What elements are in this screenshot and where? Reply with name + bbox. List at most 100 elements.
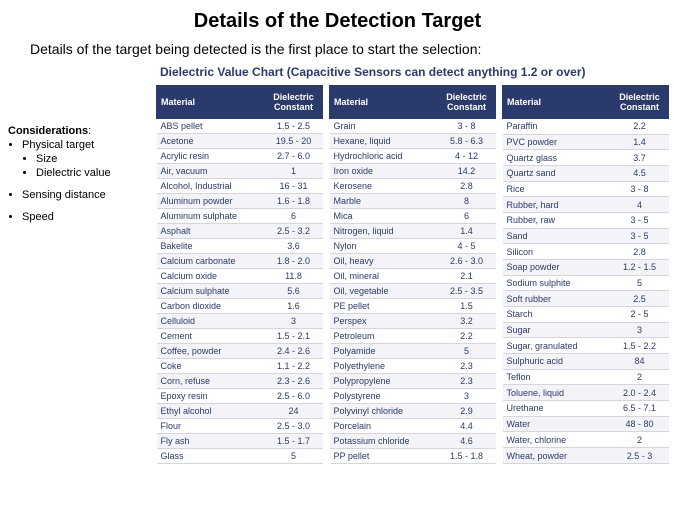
cell-material: Calcium sulphate bbox=[157, 284, 265, 299]
column-header-value: Dielectric Constant bbox=[265, 86, 323, 119]
cell-value: 1.6 - 1.8 bbox=[265, 194, 323, 209]
dielectric-table: MaterialDielectric ConstantABS pellet1.5… bbox=[156, 85, 323, 464]
table-row: Perspex3.2 bbox=[330, 314, 496, 329]
cell-material: Urethane bbox=[503, 401, 611, 417]
table-row: Rubber, hard4 bbox=[503, 197, 669, 213]
cell-value: 6.5 - 7.1 bbox=[611, 401, 669, 417]
cell-material: Polyamide bbox=[330, 344, 438, 359]
cell-value: 5 bbox=[438, 344, 496, 359]
cell-value: 3 - 5 bbox=[611, 213, 669, 229]
cell-material: Toluene, liquid bbox=[503, 385, 611, 401]
cell-value: 2.2 bbox=[611, 119, 669, 135]
cell-material: Quartz sand bbox=[503, 166, 611, 182]
cell-value: 2.5 - 3.0 bbox=[265, 419, 323, 434]
considerations-item: Speed bbox=[22, 211, 152, 223]
cell-value: 1.1 - 2.2 bbox=[265, 359, 323, 374]
cell-value: 16 - 31 bbox=[265, 179, 323, 194]
cell-value: 2.8 bbox=[611, 244, 669, 260]
cell-material: Coffee, powder bbox=[157, 344, 265, 359]
cell-material: Soap powder bbox=[503, 260, 611, 276]
table-row: Cement1.5 - 2.1 bbox=[157, 329, 323, 344]
cell-material: Wheat, powder bbox=[503, 448, 611, 464]
table-row: Water, chlorine2 bbox=[503, 432, 669, 448]
table-row: Nitrogen, liquid1.4 bbox=[330, 224, 496, 239]
cell-value: 3 bbox=[611, 322, 669, 338]
cell-material: Polystyrene bbox=[330, 389, 438, 404]
cell-value: 5.8 - 6.3 bbox=[438, 134, 496, 149]
cell-material: Hydrochloric acid bbox=[330, 149, 438, 164]
table-row: Aluminum sulphate6 bbox=[157, 209, 323, 224]
cell-material: Ethyl alcohol bbox=[157, 404, 265, 419]
cell-value: 2.9 bbox=[438, 404, 496, 419]
cell-material: Sugar bbox=[503, 322, 611, 338]
cell-value: 5.6 bbox=[265, 284, 323, 299]
cell-material: Asphalt bbox=[157, 224, 265, 239]
table-row: Teflon2 bbox=[503, 369, 669, 385]
table-row: Calcium sulphate5.6 bbox=[157, 284, 323, 299]
cell-material: Rice bbox=[503, 181, 611, 197]
cell-value: 2.4 - 2.6 bbox=[265, 344, 323, 359]
table-row: Rubber, raw3 - 5 bbox=[503, 213, 669, 229]
cell-material: Water, chlorine bbox=[503, 432, 611, 448]
considerations-item: Physical targetSizeDielectric value bbox=[22, 139, 152, 179]
table-row: Oil, mineral2.1 bbox=[330, 269, 496, 284]
cell-value: 4.4 bbox=[438, 419, 496, 434]
table-row: Sand3 - 5 bbox=[503, 228, 669, 244]
table-row: Quartz sand4.5 bbox=[503, 166, 669, 182]
cell-material: Oil, heavy bbox=[330, 254, 438, 269]
cell-material: Porcelain bbox=[330, 419, 438, 434]
table-row: Wheat, powder2.5 - 3 bbox=[503, 448, 669, 464]
cell-material: Potassium chloride bbox=[330, 434, 438, 449]
cell-value: 4.6 bbox=[438, 434, 496, 449]
table-row: Soap powder1.2 - 1.5 bbox=[503, 260, 669, 276]
cell-material: Rubber, raw bbox=[503, 213, 611, 229]
table-row: Bakelite3.6 bbox=[157, 239, 323, 254]
cell-material: Water bbox=[503, 416, 611, 432]
cell-material: Cement bbox=[157, 329, 265, 344]
cell-material: Sand bbox=[503, 228, 611, 244]
cell-material: Silicon bbox=[503, 244, 611, 260]
table-row: Starch2 - 5 bbox=[503, 307, 669, 323]
cell-value: 1.5 - 1.8 bbox=[438, 449, 496, 464]
table-row: Toluene, liquid2.0 - 2.4 bbox=[503, 385, 669, 401]
cell-material: Marble bbox=[330, 194, 438, 209]
cell-value: 1 bbox=[265, 164, 323, 179]
table-row: PE pellet1.5 bbox=[330, 299, 496, 314]
table-row: PVC powder1.4 bbox=[503, 134, 669, 150]
cell-material: Air, vacuum bbox=[157, 164, 265, 179]
table-row: Asphalt2.5 - 3.2 bbox=[157, 224, 323, 239]
table-row: Calcium oxide11.8 bbox=[157, 269, 323, 284]
considerations-subitem: Size bbox=[36, 153, 152, 165]
cell-material: Bakelite bbox=[157, 239, 265, 254]
table-row: Flour2.5 - 3.0 bbox=[157, 419, 323, 434]
cell-value: 2.6 - 3.0 bbox=[438, 254, 496, 269]
table-row: Ethyl alcohol24 bbox=[157, 404, 323, 419]
cell-value: 6 bbox=[265, 209, 323, 224]
cell-value: 2 bbox=[611, 432, 669, 448]
cell-material: PE pellet bbox=[330, 299, 438, 314]
column-header-material: Material bbox=[330, 86, 438, 119]
cell-value: 1.4 bbox=[438, 224, 496, 239]
cell-value: 2 - 5 bbox=[611, 307, 669, 323]
considerations-item-label: Speed bbox=[22, 211, 54, 223]
table-row: ABS pellet1.5 - 2.5 bbox=[157, 119, 323, 134]
table-row: Air, vacuum1 bbox=[157, 164, 323, 179]
table-row: Epoxy resin2.5 - 6.0 bbox=[157, 389, 323, 404]
table-row: Urethane6.5 - 7.1 bbox=[503, 401, 669, 417]
cell-material: Alcohol, Industrial bbox=[157, 179, 265, 194]
considerations-subitem: Dielectric value bbox=[36, 167, 152, 179]
cell-material: Sugar, granulated bbox=[503, 338, 611, 354]
table-row: Polyethylene2.3 bbox=[330, 359, 496, 374]
considerations-list: Physical targetSizeDielectric valueSensi… bbox=[8, 139, 152, 223]
column-header-material: Material bbox=[157, 86, 265, 119]
cell-material: Corn, refuse bbox=[157, 374, 265, 389]
cell-value: 5 bbox=[265, 449, 323, 464]
table-row: Sugar3 bbox=[503, 322, 669, 338]
cell-material: Polyethylene bbox=[330, 359, 438, 374]
cell-material: Polypropylene bbox=[330, 374, 438, 389]
cell-material: Celluloid bbox=[157, 314, 265, 329]
cell-value: 19.5 - 20 bbox=[265, 134, 323, 149]
table-row: Quartz glass3.7 bbox=[503, 150, 669, 166]
dielectric-table: MaterialDielectric ConstantParaffin2.2PV… bbox=[502, 85, 669, 464]
cell-material: Rubber, hard bbox=[503, 197, 611, 213]
